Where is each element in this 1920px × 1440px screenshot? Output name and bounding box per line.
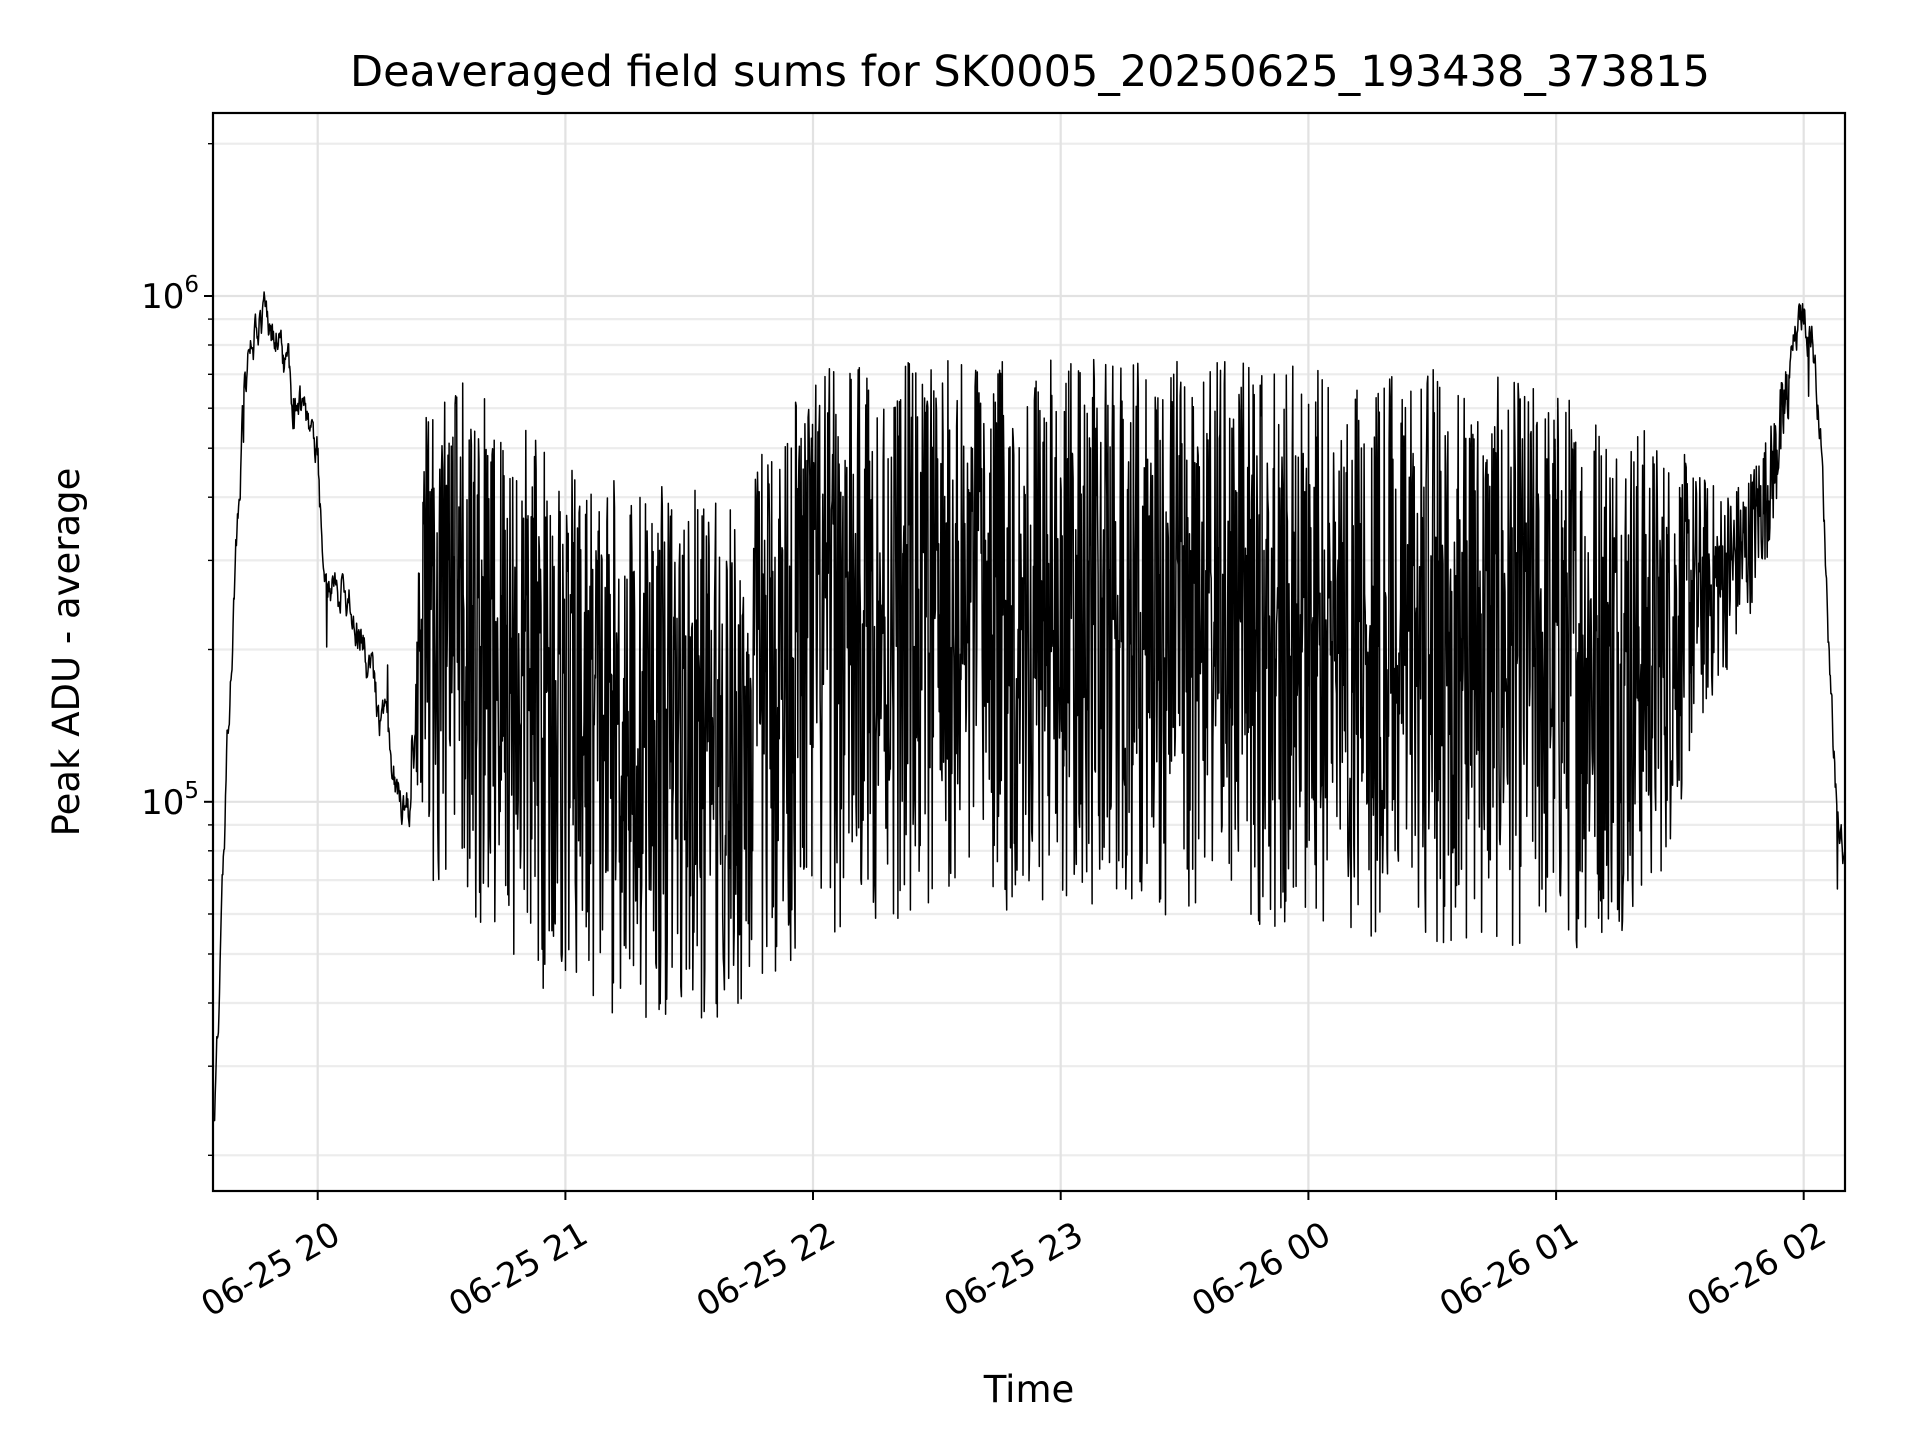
x-tick-label-2: 06-25 22 [690,1214,842,1325]
x-axis: 06-25 20 06-25 21 06-25 22 06-25 23 06-26 00… [195,1191,1833,1325]
series-line [212,291,1846,1129]
x-tick-label-6: 06-26 02 [1681,1214,1833,1325]
x-tick-label-0: 06-25 20 [195,1214,347,1325]
y-tick-label-0: 105 [141,778,199,823]
x-tick-label-4: 06-26 00 [1185,1214,1337,1325]
x-tick-label-3: 06-25 23 [938,1214,1090,1325]
y-axis-label: Peak ADU - average [45,468,88,837]
x-tick-label-5: 06-26 01 [1433,1214,1585,1325]
x-axis-label: Time [983,1368,1075,1411]
chart-title: Deaveraged field sums for SK0005_2025062… [350,47,1710,97]
y-tick-label-1: 106 [141,272,199,317]
plot-area [211,111,1847,1193]
x-tick-label-1: 06-25 21 [442,1214,594,1325]
y-axis: 105 106 [141,142,213,1157]
